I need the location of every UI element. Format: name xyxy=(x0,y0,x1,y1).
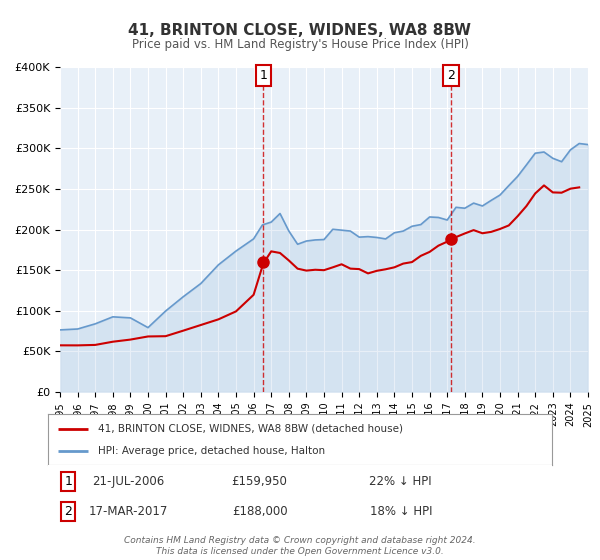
Text: 21-JUL-2006: 21-JUL-2006 xyxy=(92,475,165,488)
Text: £188,000: £188,000 xyxy=(232,505,287,519)
Text: 2: 2 xyxy=(64,505,72,519)
Text: 2: 2 xyxy=(447,69,455,82)
Text: Contains HM Land Registry data © Crown copyright and database right 2024.
This d: Contains HM Land Registry data © Crown c… xyxy=(124,536,476,556)
Text: 22% ↓ HPI: 22% ↓ HPI xyxy=(370,475,432,488)
Text: 17-MAR-2017: 17-MAR-2017 xyxy=(89,505,169,519)
Text: 18% ↓ HPI: 18% ↓ HPI xyxy=(370,505,432,519)
Text: 1: 1 xyxy=(259,69,267,82)
Text: HPI: Average price, detached house, Halton: HPI: Average price, detached house, Halt… xyxy=(98,446,326,456)
Text: 41, BRINTON CLOSE, WIDNES, WA8 8BW: 41, BRINTON CLOSE, WIDNES, WA8 8BW xyxy=(128,24,472,38)
Text: 41, BRINTON CLOSE, WIDNES, WA8 8BW (detached house): 41, BRINTON CLOSE, WIDNES, WA8 8BW (deta… xyxy=(98,423,403,433)
Text: 1: 1 xyxy=(64,475,72,488)
Text: £159,950: £159,950 xyxy=(232,475,287,488)
Text: Price paid vs. HM Land Registry's House Price Index (HPI): Price paid vs. HM Land Registry's House … xyxy=(131,38,469,52)
